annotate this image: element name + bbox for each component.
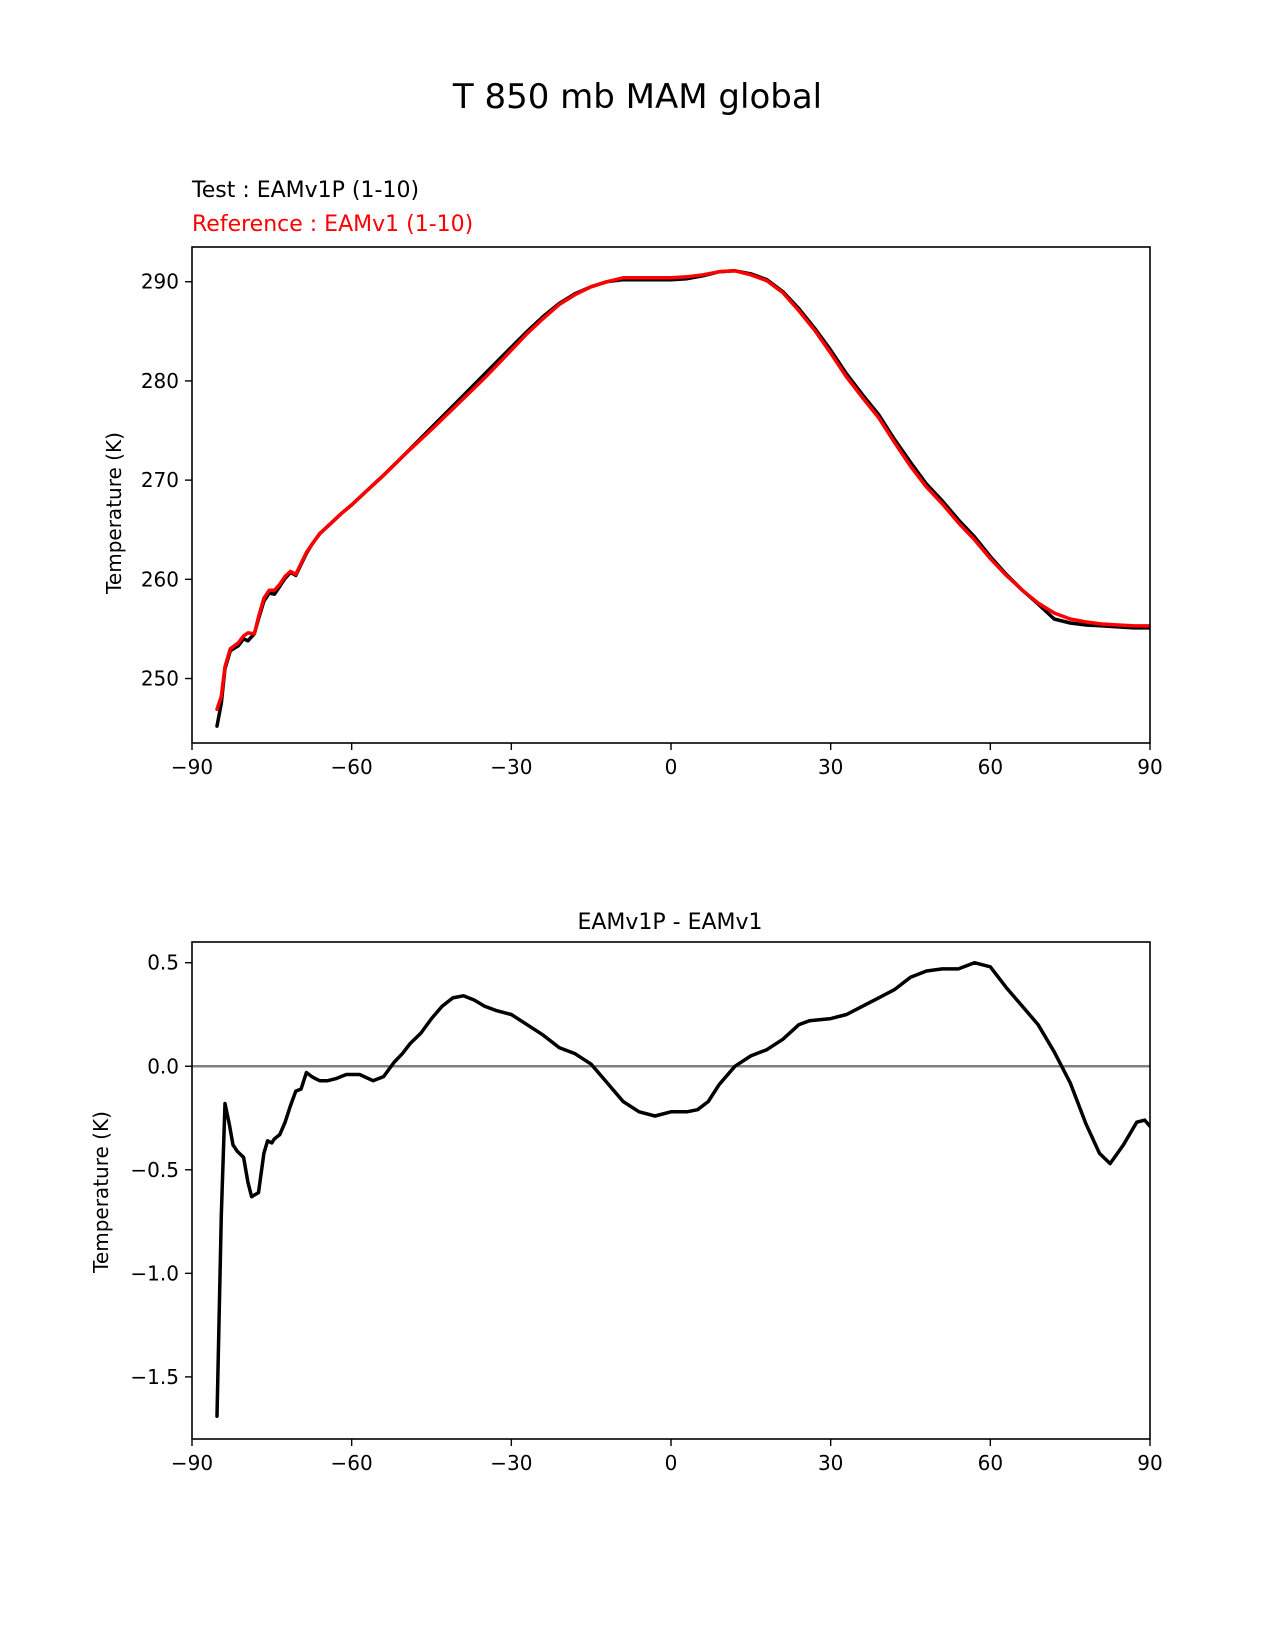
x-tick-label: −30 [490, 755, 532, 779]
legend-reference-label: Reference : EAMv1 (1-10) [192, 212, 473, 237]
x-tick-label: −90 [171, 1451, 213, 1475]
y-tick-label: −1.5 [130, 1365, 179, 1389]
x-tick-label: −90 [171, 755, 213, 779]
y-tick-label: 260 [141, 567, 179, 591]
x-tick-label: −60 [331, 755, 373, 779]
y-tick-label: −0.5 [130, 1158, 179, 1182]
y-tick-label: −1.0 [130, 1261, 179, 1285]
y-tick-label: 0.0 [147, 1054, 179, 1078]
x-tick-label: 30 [818, 1451, 843, 1475]
x-tick-label: 90 [1137, 1451, 1162, 1475]
bottom-title: EAMv1P - EAMv1 [577, 910, 762, 935]
top-ylabel: Temperature (K) [102, 432, 126, 595]
top-plot-area: −90 −60 −30 0 30 60 90 250 260 270 280 290 [141, 246, 1163, 779]
figure-title: T 850 mb MAM global [452, 77, 822, 117]
x-tick-label: 30 [818, 755, 843, 779]
y-tick-label: 250 [141, 667, 179, 691]
x-tick-label: 90 [1137, 755, 1162, 779]
y-tick-label: 290 [141, 270, 179, 294]
legend-test-label: Test : EAMv1P (1-10) [191, 178, 419, 203]
x-tick-label: 60 [978, 1451, 1003, 1475]
top-panel: Test : EAMv1P (1-10) Reference : EAMv1 (… [102, 178, 1163, 779]
x-tick-label: −30 [490, 1451, 532, 1475]
series-line-test [215, 960, 1150, 1418]
y-tick-label: 280 [141, 369, 179, 393]
x-tick-label: −60 [331, 1451, 373, 1475]
y-tick-label: 270 [141, 468, 179, 492]
series-line-reference [215, 269, 1150, 712]
bottom-plot-area: −90 −60 −30 0 30 60 90 0.5 0.0 −0.5 −1.0 −1.5 [130, 941, 1163, 1475]
bottom-ylabel: Temperature (K) [89, 1111, 113, 1274]
x-tick-label: 0 [665, 1451, 678, 1475]
bottom-panel: EAMv1P - EAMv1 Temperature (K) −90 −60 −30… [89, 910, 1163, 1475]
y-tick-label: 0.5 [147, 951, 179, 975]
x-tick-label: 0 [665, 755, 678, 779]
x-tick-label: 60 [978, 755, 1003, 779]
